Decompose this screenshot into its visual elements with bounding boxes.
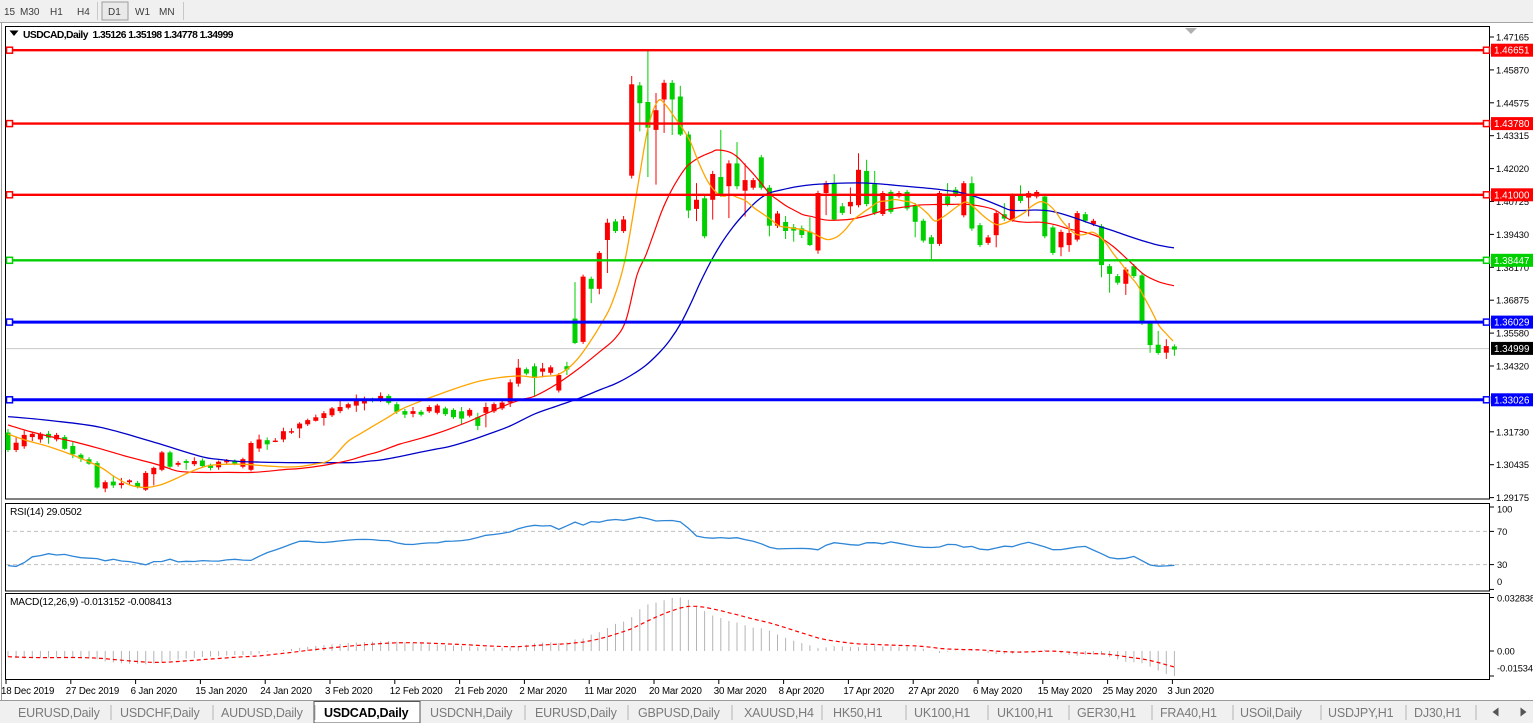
svg-text:1.31730: 1.31730 — [1496, 427, 1529, 437]
svg-text:1.38447: 1.38447 — [1494, 256, 1529, 267]
svg-text:30: 30 — [1497, 560, 1507, 570]
svg-text:1.47165: 1.47165 — [1496, 33, 1529, 43]
svg-text:0.032838: 0.032838 — [1497, 594, 1533, 604]
svg-text:UK100,H1: UK100,H1 — [914, 706, 970, 720]
svg-text:H4: H4 — [77, 7, 90, 18]
svg-text:XAUUSD,H4: XAUUSD,H4 — [744, 706, 814, 720]
svg-text:70: 70 — [1497, 527, 1507, 537]
svg-text:1.35580: 1.35580 — [1496, 329, 1529, 339]
svg-text:USDCHF,Daily: USDCHF,Daily — [120, 706, 201, 720]
svg-text:15 May 2020: 15 May 2020 — [1038, 686, 1093, 697]
svg-text:15: 15 — [4, 7, 16, 18]
svg-text:EURUSD,Daily: EURUSD,Daily — [18, 706, 101, 720]
svg-text:1.34320: 1.34320 — [1496, 362, 1529, 372]
svg-text:20 Mar 2020: 20 Mar 2020 — [649, 686, 703, 697]
svg-text:3 Jun 2020: 3 Jun 2020 — [1167, 686, 1214, 697]
svg-text:0: 0 — [1497, 577, 1502, 587]
svg-text:6 Jan 2020: 6 Jan 2020 — [131, 686, 178, 697]
svg-text:M30: M30 — [20, 7, 40, 18]
svg-text:1.40725: 1.40725 — [1496, 197, 1529, 207]
svg-text:3 Feb 2020: 3 Feb 2020 — [325, 686, 373, 697]
svg-text:1.44575: 1.44575 — [1496, 98, 1529, 108]
svg-text:30 Mar 2020: 30 Mar 2020 — [714, 686, 768, 697]
svg-text:USDCAD,Daily: USDCAD,Daily — [324, 706, 409, 720]
svg-text:1.36029: 1.36029 — [1494, 318, 1529, 329]
svg-text:1.46651: 1.46651 — [1494, 46, 1529, 57]
svg-text:1.29175: 1.29175 — [1496, 493, 1529, 503]
svg-text:1.30435: 1.30435 — [1496, 460, 1529, 470]
svg-text:W1: W1 — [135, 7, 150, 18]
svg-text:USDCAD,Daily 1.35126 1.35198: USDCAD,Daily 1.35126 1.35198 1.34778 1.3… — [23, 30, 234, 41]
svg-text:27 Apr 2020: 27 Apr 2020 — [908, 686, 959, 697]
svg-text:RSI(14) 29.0502: RSI(14) 29.0502 — [10, 507, 82, 518]
svg-text:6 May 2020: 6 May 2020 — [973, 686, 1023, 697]
svg-text:25 May 2020: 25 May 2020 — [1103, 686, 1158, 697]
svg-text:1.41000: 1.41000 — [1494, 190, 1530, 201]
svg-text:AUDUSD,Daily: AUDUSD,Daily — [221, 706, 304, 720]
svg-text:18 Dec 2019: 18 Dec 2019 — [1, 686, 54, 697]
svg-text:DJ30,H1: DJ30,H1 — [1414, 706, 1461, 720]
svg-text:1.39430: 1.39430 — [1496, 230, 1529, 240]
svg-text:21 Feb 2020: 21 Feb 2020 — [455, 686, 509, 697]
svg-text:17 Apr 2020: 17 Apr 2020 — [843, 686, 894, 697]
svg-text:24 Jan 2020: 24 Jan 2020 — [260, 686, 312, 697]
svg-text:100: 100 — [1497, 505, 1512, 515]
svg-text:D1: D1 — [108, 7, 121, 18]
svg-text:0.00: 0.00 — [1497, 647, 1515, 657]
svg-text:11 Mar 2020: 11 Mar 2020 — [584, 686, 637, 697]
svg-text:HK50,H1: HK50,H1 — [833, 706, 883, 720]
svg-text:FRA40,H1: FRA40,H1 — [1160, 706, 1217, 720]
svg-text:1.34999: 1.34999 — [1494, 344, 1529, 355]
svg-text:USDCNH,Daily: USDCNH,Daily — [430, 706, 513, 720]
svg-text:1.43315: 1.43315 — [1496, 131, 1529, 141]
svg-text:UK100,H1: UK100,H1 — [997, 706, 1053, 720]
svg-text:1.33026: 1.33026 — [1494, 395, 1530, 406]
svg-text:-0.015342: -0.015342 — [1497, 664, 1533, 674]
svg-text:1.42020: 1.42020 — [1496, 164, 1529, 174]
svg-text:1.43780: 1.43780 — [1494, 119, 1530, 130]
svg-text:27 Dec 2019: 27 Dec 2019 — [66, 686, 119, 697]
svg-text:1.45870: 1.45870 — [1496, 65, 1529, 75]
svg-text:USOil,Daily: USOil,Daily — [1240, 706, 1303, 720]
svg-text:GBPUSD,Daily: GBPUSD,Daily — [638, 706, 721, 720]
svg-text:H1: H1 — [50, 7, 63, 18]
svg-text:MN: MN — [159, 7, 175, 18]
svg-text:MACD(12,26,9) -0.013152 -0.008: MACD(12,26,9) -0.013152 -0.008413 — [10, 597, 172, 608]
svg-text:2 Mar 2020: 2 Mar 2020 — [519, 686, 567, 697]
svg-text:USDJPY,H1: USDJPY,H1 — [1328, 706, 1394, 720]
svg-text:EURUSD,Daily: EURUSD,Daily — [535, 706, 618, 720]
svg-text:1.36875: 1.36875 — [1496, 296, 1529, 306]
svg-text:8 Apr 2020: 8 Apr 2020 — [779, 686, 825, 697]
svg-text:GER30,H1: GER30,H1 — [1077, 706, 1136, 720]
svg-text:1.38170: 1.38170 — [1496, 263, 1529, 273]
svg-text:12 Feb 2020: 12 Feb 2020 — [390, 686, 444, 697]
svg-text:15 Jan 2020: 15 Jan 2020 — [195, 686, 247, 697]
